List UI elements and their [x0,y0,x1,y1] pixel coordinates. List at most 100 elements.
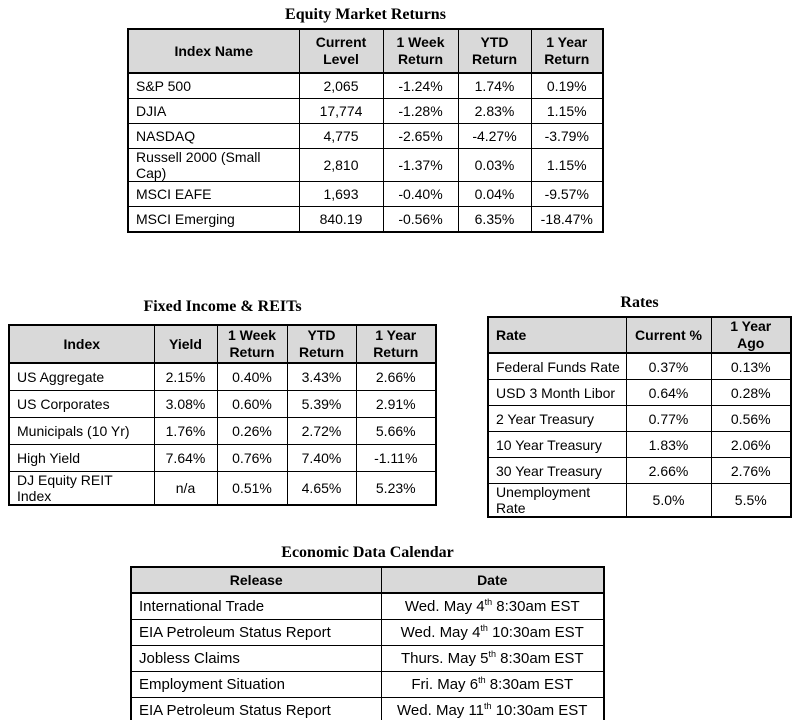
table-row: 10 Year Treasury 1.83% 2.06% [487,431,792,458]
value-cell: 0.26% [216,417,288,445]
row-label-cell: Federal Funds Rate [487,352,627,380]
value-cell: 2.72% [286,417,357,445]
equity-col-header-1-week: 1 Week Return [382,28,459,74]
equity-market-returns-section: Equity Market Returns Index Name Current… [127,6,604,233]
calendar-col-header-date: Date [380,566,605,594]
value-cell: 0.56% [710,405,792,432]
fixed-col-header-1-week: 1 Week Return [216,324,288,364]
calendar-header-row: Release Date [130,566,605,594]
value-cell: -1.11% [355,444,437,472]
table-row: US Corporates 3.08% 0.60% 5.39% 2.91% [8,390,437,418]
value-cell: 5.66% [355,417,437,445]
value-cell: 0.60% [216,390,288,418]
value-cell: 2.15% [153,362,218,391]
date-ordinal: th [484,597,493,607]
table-row: DJIA 17,774 -1.28% 2.83% 1.15% [127,98,604,124]
table-row: MSCI Emerging 840.19 -0.56% 6.35% -18.47… [127,206,604,233]
value-cell: 1.15% [530,98,604,124]
release-cell: Jobless Claims [130,645,382,672]
value-cell: 4.65% [286,471,357,506]
rates-table: Rate Current % 1 Year Ago Federal Funds … [487,316,792,518]
date-text: Fri. May 6 [411,676,479,693]
table-row: Russell 2000 (Small Cap) 2,810 -1.37% 0.… [127,148,604,182]
fixed-income-table-title: Fixed Income & REITs [143,298,302,315]
equity-col-header-ytd: YTD Return [457,28,532,74]
value-cell: 0.13% [710,352,792,380]
rates-col-header-1-year-ago: 1 Year Ago [710,316,792,354]
value-cell: 6.35% [457,206,532,233]
date-text: Wed. May 4 [404,598,485,615]
value-cell: -4.27% [457,123,532,149]
table-row: Federal Funds Rate 0.37% 0.13% [487,352,792,380]
date-cell: Thurs. May 5th 8:30am EST [380,645,605,672]
value-cell: 3.43% [286,362,357,391]
date-text: 10:30am EST [487,624,584,641]
row-label-cell: Russell 2000 (Small Cap) [127,148,300,182]
date-cell: Wed. May 4th 8:30am EST [380,592,605,620]
value-cell: 2.76% [710,457,792,484]
value-cell: 3.08% [153,390,218,418]
value-cell: 2.83% [457,98,532,124]
value-cell: 5.39% [286,390,357,418]
table-row: EIA Petroleum Status Report Wed. May 4th… [130,619,605,646]
date-text: 8:30am EST [496,650,584,667]
equity-header-row: Index Name Current Level 1 Week Return Y… [127,28,604,74]
value-cell: 0.28% [710,379,792,406]
value-cell: 2.91% [355,390,437,418]
equity-col-header-index-name: Index Name [127,28,300,74]
date-ordinal: th [478,675,486,685]
value-cell: 1.74% [457,72,532,99]
fixed-income-table: Index Yield 1 Week Return YTD Return 1 Y… [8,324,437,506]
fixed-col-header-yield: Yield [153,324,218,364]
fixed-income-reits-section: Fixed Income & REITs Index Yield 1 Week … [8,298,437,506]
row-label-cell: MSCI EAFE [127,181,300,207]
row-label-cell: S&P 500 [127,72,300,99]
rates-header-row: Rate Current % 1 Year Ago [487,316,792,354]
value-cell: 2,810 [298,148,384,182]
value-cell: 0.51% [216,471,288,506]
row-label-cell: NASDAQ [127,123,300,149]
value-cell: 5.5% [710,483,792,518]
fixed-income-header-row: Index Yield 1 Week Return YTD Return 1 Y… [8,324,437,364]
row-label-cell: 30 Year Treasury [487,457,627,484]
value-cell: -0.56% [382,206,459,233]
value-cell: 0.19% [530,72,604,99]
row-label-cell: Municipals (10 Yr) [8,417,155,445]
date-text: 8:30am EST [492,598,580,615]
value-cell: 0.76% [216,444,288,472]
calendar-table-title: Economic Data Calendar [281,544,454,561]
rates-col-header-current: Current % [625,316,712,354]
row-label-cell: DJIA [127,98,300,124]
value-cell: -0.40% [382,181,459,207]
release-cell: Employment Situation [130,671,382,698]
table-row: DJ Equity REIT Index n/a 0.51% 4.65% 5.2… [8,471,437,506]
table-row: High Yield 7.64% 0.76% 7.40% -1.11% [8,444,437,472]
table-row: 30 Year Treasury 2.66% 2.76% [487,457,792,484]
value-cell: 1.76% [153,417,218,445]
value-cell: 5.23% [355,471,437,506]
row-label-cell: 2 Year Treasury [487,405,627,432]
date-text: Wed. May 11 [397,702,485,719]
fixed-col-header-index: Index [8,324,155,364]
date-cell: Wed. May 4th 10:30am EST [380,619,605,646]
value-cell: 5.0% [625,483,712,518]
table-row: MSCI EAFE 1,693 -0.40% 0.04% -9.57% [127,181,604,207]
release-cell: EIA Petroleum Status Report [130,619,382,646]
row-label-cell: USD 3 Month Libor [487,379,627,406]
value-cell: 1.15% [530,148,604,182]
value-cell: n/a [153,471,218,506]
date-text: 10:30am EST [491,702,588,719]
value-cell: -1.37% [382,148,459,182]
value-cell: -9.57% [530,181,604,207]
value-cell: 2.66% [355,362,437,391]
row-label-cell: US Aggregate [8,362,155,391]
date-cell: Fri. May 6th 8:30am EST [380,671,605,698]
calendar-table: Release Date International Trade Wed. Ma… [130,566,605,720]
date-text: Wed. May 4 [400,624,481,641]
value-cell: 2,065 [298,72,384,99]
table-row: Employment Situation Fri. May 6th 8:30am… [130,671,605,698]
value-cell: 0.40% [216,362,288,391]
economic-data-calendar-section: Economic Data Calendar Release Date Inte… [130,544,605,720]
value-cell: 1.83% [625,431,712,458]
